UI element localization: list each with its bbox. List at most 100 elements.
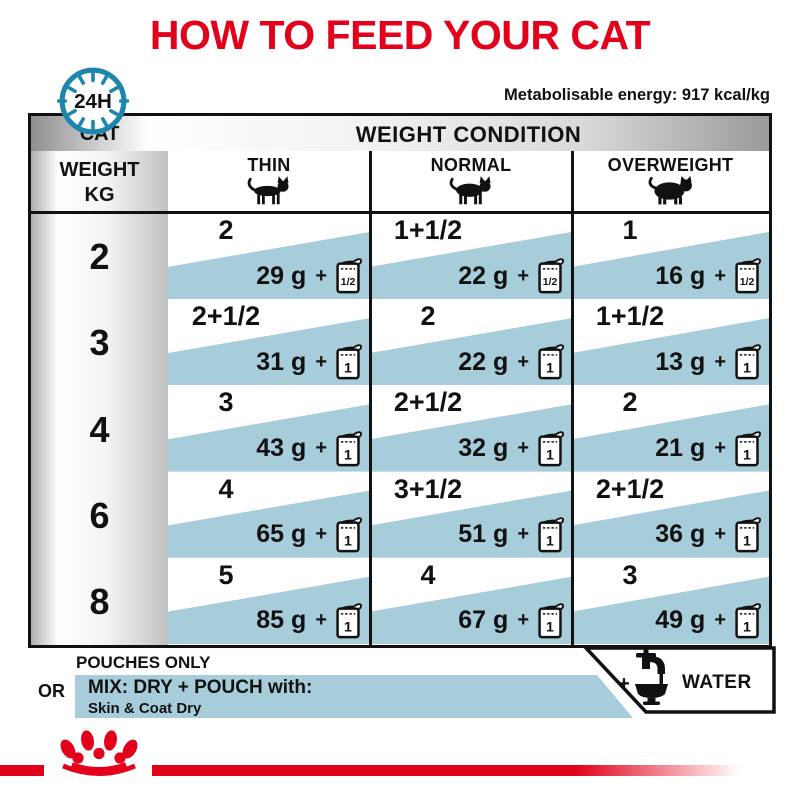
svg-text:1: 1 (546, 447, 554, 463)
weight-value: 8 (89, 580, 110, 622)
pouch-icon: 1 (336, 603, 362, 639)
pouch-count: 1+1/2 (393, 215, 463, 245)
svg-text:1: 1 (743, 361, 751, 377)
dry-grams: 67 g (458, 606, 509, 635)
cat-weight-header-line3: KG (84, 183, 115, 206)
pouch-count: 1 (622, 215, 638, 245)
svg-text:1/2: 1/2 (543, 277, 558, 288)
plus-sign: + (315, 609, 327, 632)
faucet-bowl-icon (635, 649, 668, 705)
dry-grams: 31 g (256, 347, 307, 376)
pouch-count: 3 (218, 387, 234, 418)
plus-sign: + (315, 523, 327, 546)
plus-sign: + (714, 350, 726, 373)
page-title: HOW TO FEED YOUR CAT (149, 12, 651, 58)
plus-sign: + (714, 523, 726, 546)
cell-2kg-overweight: 1 16 g +1/2 (572, 214, 769, 301)
mix-product-name: Skin & Coat Dry (88, 699, 202, 717)
cell-6kg-thin: 4 65 g +1 (168, 472, 370, 559)
cell-4kg-normal: 2+1/2 32 g +1 (370, 386, 572, 473)
cat-weight-header-rest: WEIGHT KG (31, 151, 168, 214)
pouch-count: 3 (622, 559, 638, 590)
column-header-normal: NORMAL (370, 151, 572, 211)
pouch-icon: 1 (336, 430, 362, 466)
water-label: WATER (682, 672, 752, 693)
or-label: OR (38, 681, 65, 701)
plus-sign: + (618, 673, 630, 695)
cell-8kg-normal: 4 67 g +1 (370, 558, 572, 645)
svg-text:1: 1 (344, 619, 352, 635)
thin-cat-icon (247, 176, 289, 205)
pouch-icon: 1 (336, 344, 362, 380)
plus-sign: + (714, 609, 726, 632)
pouch-count: 4 (420, 559, 436, 590)
pouch-icon: 1/2 (735, 258, 761, 294)
column-label: OVERWEIGHT (607, 155, 734, 175)
plus-sign: + (315, 350, 327, 373)
dry-grams: 22 g (458, 261, 509, 290)
svg-text:1/2: 1/2 (341, 277, 356, 288)
mix-instructions: MIX: DRY + POUCH with: Skin & Coat Dry (88, 677, 313, 718)
cell-8kg-overweight: 3 49 g +1 (572, 558, 769, 645)
weight-column: WEIGHT KG 2 3 4 6 8 (31, 151, 168, 645)
svg-text:1: 1 (743, 533, 751, 549)
cell-4kg-overweight: 2 21 g +1 (572, 386, 769, 473)
pouch-icon: 1 (735, 603, 761, 639)
cell-6kg-overweight: 2+1/2 36 g +1 (572, 472, 769, 559)
pouch-icon: 1/2 (538, 258, 564, 294)
dry-grams: 51 g (458, 520, 509, 549)
weight-value: 4 (89, 408, 110, 450)
column-header-thin: THIN (168, 151, 370, 211)
weight-condition-header: WEIGHT CONDITION (355, 122, 582, 147)
royal-canin-crown-logo (60, 730, 138, 776)
svg-text:1: 1 (743, 447, 751, 463)
svg-text:1: 1 (546, 361, 554, 377)
header-divider-line (31, 211, 769, 214)
table-header-band (31, 116, 769, 151)
cat-weight-header-line2: WEIGHT (59, 158, 140, 181)
plus-sign: + (517, 523, 529, 546)
cell-4kg-thin: 3 43 g +1 (168, 386, 370, 473)
pouches-only-label: POUCHES ONLY (76, 653, 211, 672)
24h-clock-icon: 24H (57, 67, 129, 135)
dry-grams: 85 g (256, 606, 307, 635)
column-label: THIN (247, 155, 291, 175)
svg-text:1: 1 (344, 447, 352, 463)
pouch-count: 1+1/2 (595, 301, 665, 332)
cell-3kg-overweight: 1+1/2 13 g +1 (572, 300, 769, 387)
normal-cat-icon (449, 176, 491, 205)
plus-sign: + (714, 264, 726, 287)
column-divider (571, 151, 574, 645)
dry-grams: 22 g (458, 347, 509, 376)
dry-grams: 49 g (655, 606, 706, 635)
pouch-count: 2+1/2 (191, 301, 261, 332)
pouch-icon: 1 (538, 344, 564, 380)
dry-grams: 32 g (458, 434, 509, 463)
pouch-icon: 1 (735, 517, 761, 553)
mix-title: MIX: DRY + POUCH with: (88, 677, 313, 698)
svg-text:1: 1 (344, 361, 352, 377)
pouch-icon: 1/2 (336, 258, 362, 294)
plus-sign: + (517, 437, 529, 460)
brand-bar-right (152, 765, 740, 776)
svg-text:1: 1 (344, 533, 352, 549)
column-label: NORMAL (430, 155, 512, 175)
svg-text:1/2: 1/2 (740, 277, 755, 288)
cell-6kg-normal: 3+1/2 51 g +1 (370, 472, 572, 559)
pouch-icon: 1 (336, 517, 362, 553)
overweight-cat-icon (648, 176, 692, 205)
pouch-icon: 1 (735, 344, 761, 380)
dry-grams: 16 g (655, 261, 706, 290)
pouch-count: 2 (420, 301, 436, 332)
dry-grams: 13 g (655, 347, 706, 376)
pouch-count: 4 (218, 473, 234, 504)
cell-3kg-normal: 2 22 g +1 (370, 300, 572, 387)
water-callout: + WATER (583, 646, 776, 714)
dry-grams: 29 g (256, 261, 307, 290)
weight-value: 3 (89, 322, 110, 364)
weight-value: 6 (89, 494, 110, 536)
svg-text:1: 1 (743, 619, 751, 635)
pouch-count: 2+1/2 (595, 473, 665, 504)
cell-3kg-thin: 2+1/2 31 g +1 (168, 300, 370, 387)
pouch-icon: 1 (538, 603, 564, 639)
